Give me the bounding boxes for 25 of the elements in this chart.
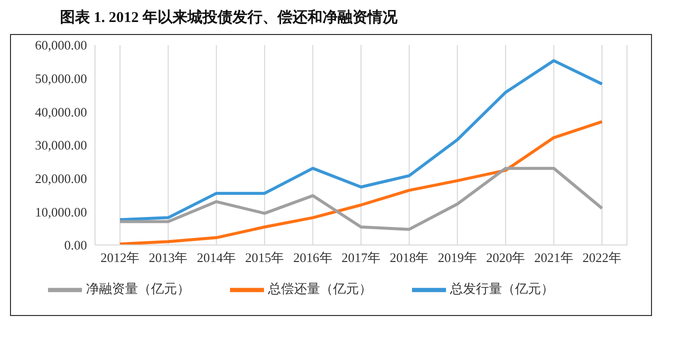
line-series	[118, 166, 604, 231]
x-tick-label: 2017年	[342, 250, 380, 266]
y-tick-label: 0.00	[64, 238, 87, 253]
chart-title: 图表 1. 2012 年以来城投债发行、偿还和净融资情况	[59, 8, 398, 28]
y-tick-label: 30,000.00	[35, 138, 87, 153]
y-tick-label: 10,000.00	[35, 204, 87, 220]
x-tick-label: 2015年	[245, 250, 284, 266]
y-tick-label: 60,000.00	[35, 38, 87, 53]
x-tick-label: 2022年	[582, 250, 622, 266]
y-tick-label: 40,000.00	[35, 104, 87, 120]
x-tick-label: 2019年	[438, 250, 477, 266]
x-tick-label: 2012年	[100, 250, 140, 266]
y-tick-label: 20,000.00	[35, 170, 87, 186]
x-tick-label: 2020年	[486, 250, 526, 266]
x-tick-label: 2021年	[534, 250, 574, 266]
x-tick-label: 2013年	[148, 250, 188, 266]
legend-label: 净融资量（亿元）	[86, 280, 190, 296]
legend-label: 总偿还量（亿元）	[268, 280, 372, 296]
line-series	[118, 120, 604, 245]
line-series	[118, 59, 604, 222]
x-tick-label: 2016年	[293, 250, 332, 266]
x-tick-label: 2014年	[196, 250, 236, 266]
legend-label: 总发行量（亿元）	[450, 280, 554, 296]
x-tick-label: 2018年	[390, 250, 429, 266]
y-tick-label: 50,000.00	[35, 70, 87, 86]
